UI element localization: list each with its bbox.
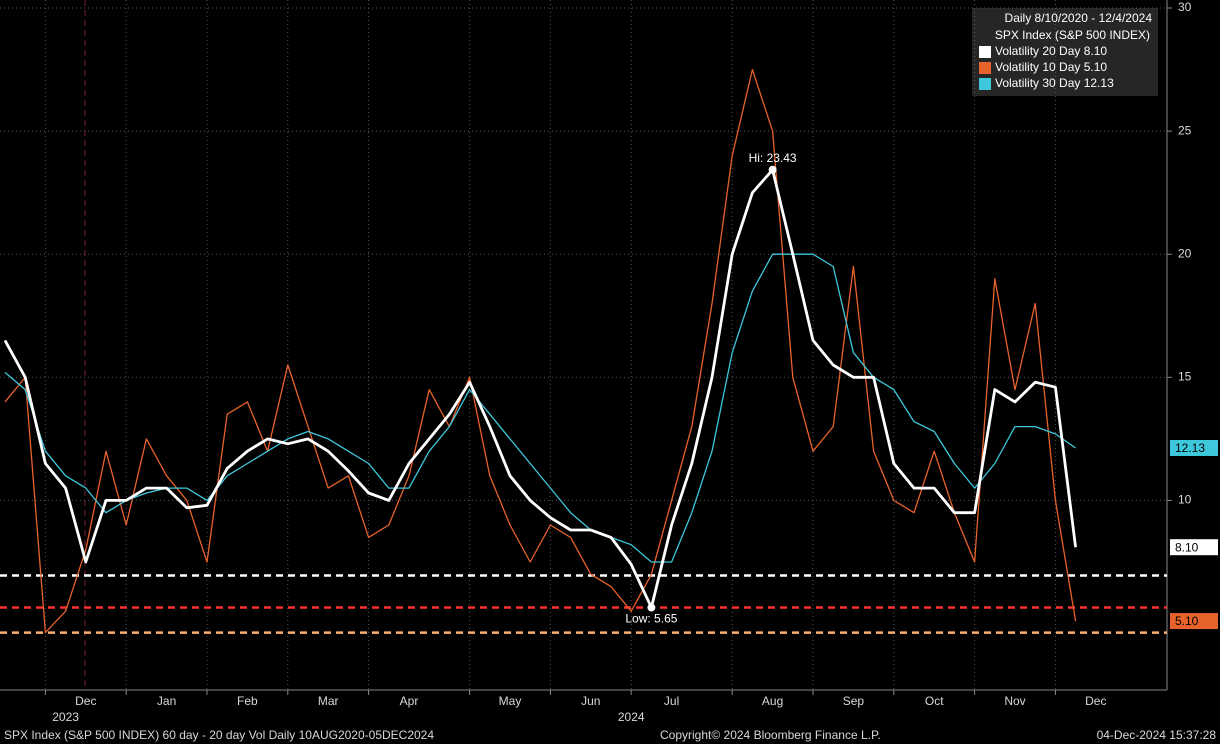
end-label-box	[1170, 613, 1218, 630]
annotation-dot	[647, 603, 656, 612]
legend-swatch	[979, 62, 991, 74]
legend-swatch	[979, 78, 991, 90]
series-line	[3, 168, 1077, 609]
footer-center: Copyright© 2024 Bloomberg Finance L.P.	[660, 728, 881, 742]
x-tick-label: Jun	[581, 694, 600, 708]
legend-box	[972, 8, 1158, 96]
legend-label: Volatility 20 Day 8.10	[995, 44, 1107, 58]
end-label: 12.13	[1175, 441, 1205, 455]
annotation-dot	[768, 165, 777, 174]
end-label: 8.10	[1175, 540, 1199, 554]
x-tick-label: Feb	[237, 694, 258, 708]
y-tick-label: 15	[1178, 369, 1192, 383]
x-tick-label: Mar	[318, 694, 339, 708]
x-tick-label: Dec	[1085, 694, 1106, 708]
annotation-label: Low: 5.65	[625, 612, 677, 626]
end-label-box	[1170, 439, 1218, 456]
legend-label: Volatility 10 Day 5.10	[995, 60, 1107, 74]
footer-left: SPX Index (S&P 500 INDEX) 60 day - 20 da…	[4, 728, 434, 742]
x-tick-label: Sep	[843, 694, 865, 708]
x-tick-label: Dec	[75, 694, 96, 708]
x-tick-label: Nov	[1004, 694, 1025, 708]
y-tick-label: 30	[1178, 0, 1192, 14]
footer-right: 04-Dec-2024 15:37:28	[1097, 728, 1217, 742]
end-label-box	[1170, 539, 1218, 556]
series-line	[4, 68, 1077, 634]
y-tick-label: 25	[1178, 123, 1192, 137]
x-tick-label: May	[499, 694, 522, 708]
series-line	[4, 253, 1076, 563]
legend: Daily 8/10/2020 - 12/4/2024 SPX Index (S…	[972, 8, 1158, 96]
annotation-label: Hi: 23.43	[749, 151, 797, 165]
legend-subtitle: SPX Index (S&P 500 INDEX)	[995, 28, 1150, 42]
legend-title: Daily 8/10/2020 - 12/4/2024	[1005, 11, 1153, 25]
y-tick-label: 10	[1178, 493, 1192, 507]
year-label: 2024	[618, 710, 645, 724]
legend-swatch	[979, 46, 991, 58]
x-tick-label: Apr	[400, 694, 419, 708]
year-label: 2023	[52, 710, 79, 724]
x-tick-label: Aug	[762, 694, 783, 708]
x-tick-label: Jan	[157, 694, 176, 708]
x-tick-label: Oct	[925, 694, 944, 708]
x-tick-label: Jul	[664, 694, 679, 708]
y-tick-label: 20	[1178, 246, 1192, 260]
end-label: 5.10	[1175, 614, 1199, 628]
legend-label: Volatility 30 Day 12.13	[995, 76, 1114, 90]
